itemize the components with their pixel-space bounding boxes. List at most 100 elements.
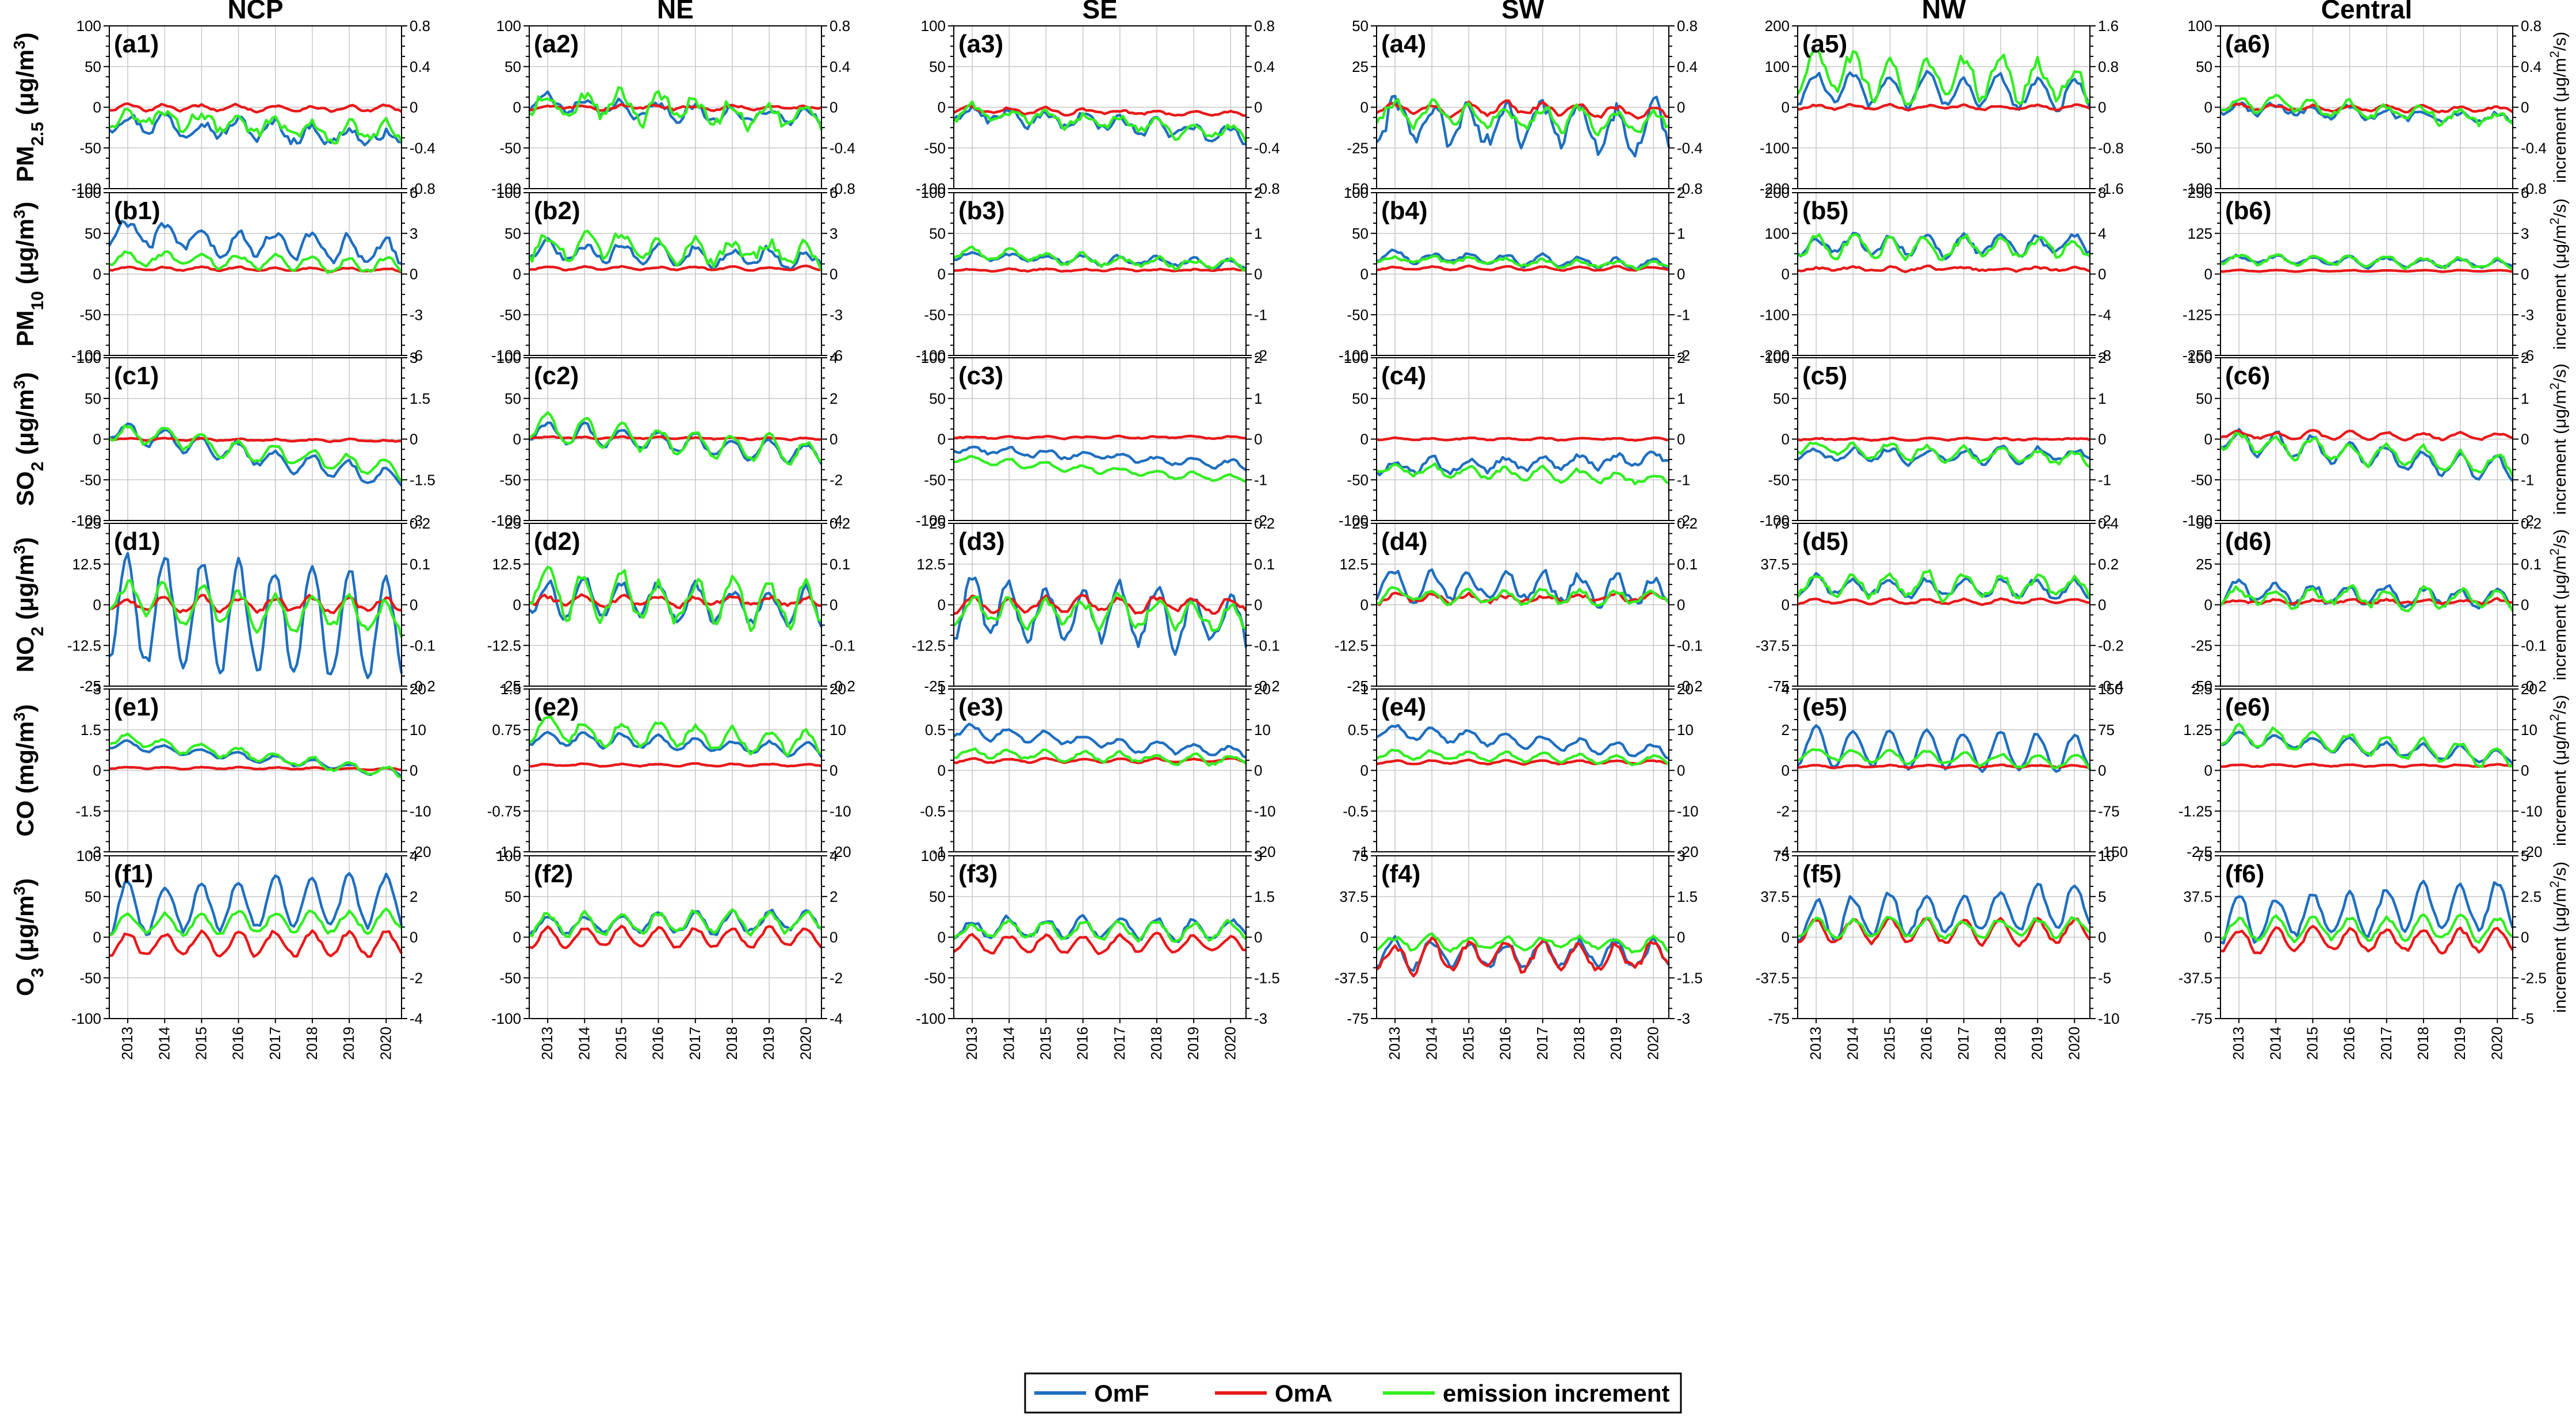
y-left-tick-label: -75 [1768,678,1790,695]
panel-d4: -25 -12.5 0 12.5 25 -0.2 -0.1 0 0.1 0.2 (d4) [1335,515,1703,695]
y-left-tick-label: -250 [2183,347,2212,364]
y-left-tick-label: 0.5 [1348,721,1369,738]
panel-a1: -100 -50 0 50 100 -0.8 -0.4 0 0.4 0.8 (a1) [71,17,435,197]
series-oma [953,267,1247,273]
x-tick-label: 2018 [1570,1027,1588,1060]
right-axis-label-1: increment (μg/m2/s) [2547,198,2570,350]
panel-label: (e6) [2225,693,2270,721]
y-right-tick-label: -8 [2098,347,2111,364]
y-right-tick-label: -2 [410,969,423,986]
y-right-tick-label: 0 [1254,431,1262,448]
y-left-tick-label: -12.5 [1335,637,1369,654]
series-omf [1375,450,1669,477]
y-right-tick-label: -20 [1677,843,1699,860]
panel-label: (e1) [114,693,159,721]
y-right-tick-label: 2 [1677,349,1685,366]
y-right-tick-label: 0.2 [830,515,850,532]
y-left-tick-label: 0 [1782,762,1790,779]
y-left-tick-label: 200 [1765,184,1790,201]
y-left-tick-label: 0 [2204,266,2212,283]
y-right-tick-label: 0 [830,762,838,779]
y-left-tick-label: 3 [93,680,101,698]
y-left-tick-label: -50 [2191,139,2212,156]
y-left-tick-label: -25 [79,678,101,695]
series-oma [1797,436,2090,442]
y-right-tick-label: 2 [2098,349,2106,366]
series-emission-increment [1797,916,2091,940]
y-right-tick-label: 0 [2521,431,2529,448]
y-right-tick-label: -0.4 [2521,139,2547,156]
right-axis-label-2: increment (μg/m2/s) [2547,363,2570,515]
series-oma [953,931,1246,955]
y-right-tick-label: -2 [1254,512,1267,529]
y-left-tick-label: 25 [2196,556,2212,573]
x-tick-label: 2017 [1534,1027,1551,1060]
legend-label-0: OmF [1094,1380,1149,1407]
series-emission-increment [1375,748,1670,767]
y-right-tick-label: 3 [410,225,418,242]
y-right-tick-label: -0.2 [2521,678,2547,695]
y-left-tick-label: -1.5 [495,843,521,860]
y-right-tick-label: -2 [830,471,843,488]
y-right-tick-label: -4 [2098,306,2111,323]
panel-label: (a5) [1802,30,1847,58]
y-right-tick-label: -20 [410,843,431,860]
y-right-tick-label: 0 [1677,99,1685,116]
y-left-tick-label: 100 [496,184,521,201]
y-right-tick-label: 3 [2521,225,2529,242]
y-left-tick-label: 75 [1773,847,1790,864]
row-label-4: CO (mg/m3) [10,704,39,836]
x-tick-label: 2019 [2028,1027,2046,1060]
y-left-tick-label: -37.5 [1756,637,1790,654]
y-left-tick-label: 0 [1782,99,1790,116]
panel-a2: -100 -50 0 50 100 -0.8 -0.4 0 0.4 0.8 (a2) [491,17,855,197]
y-left-tick-label: -25 [1347,139,1369,156]
y-right-tick-label: 1 [2521,390,2529,407]
y-left-tick-label: 100 [77,184,101,201]
series-emission-increment [1375,932,1670,954]
y-right-tick-label: -0.4 [1677,139,1703,156]
panel-b1: -100 -50 0 50 100 -6 -3 0 3 6 (b1) [71,184,423,364]
series-emission-increment [528,411,823,466]
x-tick-label: 2013 [1807,1027,1824,1060]
y-left-tick-label: 100 [77,349,101,366]
y-right-tick-label: -0.8 [2098,139,2124,156]
x-tick-label: 2014 [1844,1027,1861,1060]
y-left-tick-label: 0 [1360,929,1369,946]
series-omf [1375,94,1671,158]
y-left-tick-label: -100 [2183,180,2212,197]
y-right-tick-label: -4 [830,1010,843,1027]
y-right-tick-label: -6 [830,347,843,364]
series-omf [1375,724,1669,760]
y-right-tick-label: -0.2 [1254,678,1280,695]
y-left-tick-label: -1 [932,843,946,860]
panel-b4: -100 -50 0 50 100 -2 -1 0 1 2 (b4) [1339,184,1690,364]
y-left-tick-label: 4 [1782,680,1790,698]
series-emission-increment [953,100,1248,143]
x-tick-label: 2015 [1459,1027,1477,1060]
y-left-tick-label: 0 [1782,596,1790,614]
y-right-tick-label: 0 [1254,929,1262,946]
x-tick-label: 2016 [649,1027,667,1060]
x-tick-label: 2018 [1148,1027,1165,1060]
y-left-tick-label: 0 [1360,99,1369,116]
x-tick-label: 2020 [1221,1027,1239,1060]
y-left-tick-label: 100 [1344,349,1369,366]
series-oma [1376,436,1669,442]
y-right-tick-label: 0 [2521,929,2529,946]
y-left-tick-label: -100 [2183,512,2212,529]
y-right-tick-label: 0.8 [830,17,850,35]
series-emission-increment [953,747,1247,767]
x-tick-label: 2013 [963,1027,980,1060]
y-left-tick-label: -2 [1776,802,1790,820]
y-left-tick-label: 0 [513,99,521,116]
y-left-tick-label: -50 [2191,678,2212,695]
y-right-tick-label: 0 [410,99,418,116]
panel-b3: -100 -50 0 50 100 -2 -1 0 1 2 (b3) [916,184,1267,364]
x-tick-label: 2018 [1992,1027,2009,1060]
y-left-tick-label: -0.75 [487,802,521,820]
y-right-tick-label: -2 [1254,347,1267,364]
y-right-tick-label: 0 [830,431,838,448]
panel-e3: -1 -0.5 0 0.5 1 -20 -10 0 10 20 (e3) [920,680,1275,860]
y-right-tick-label: 3 [1677,847,1685,864]
